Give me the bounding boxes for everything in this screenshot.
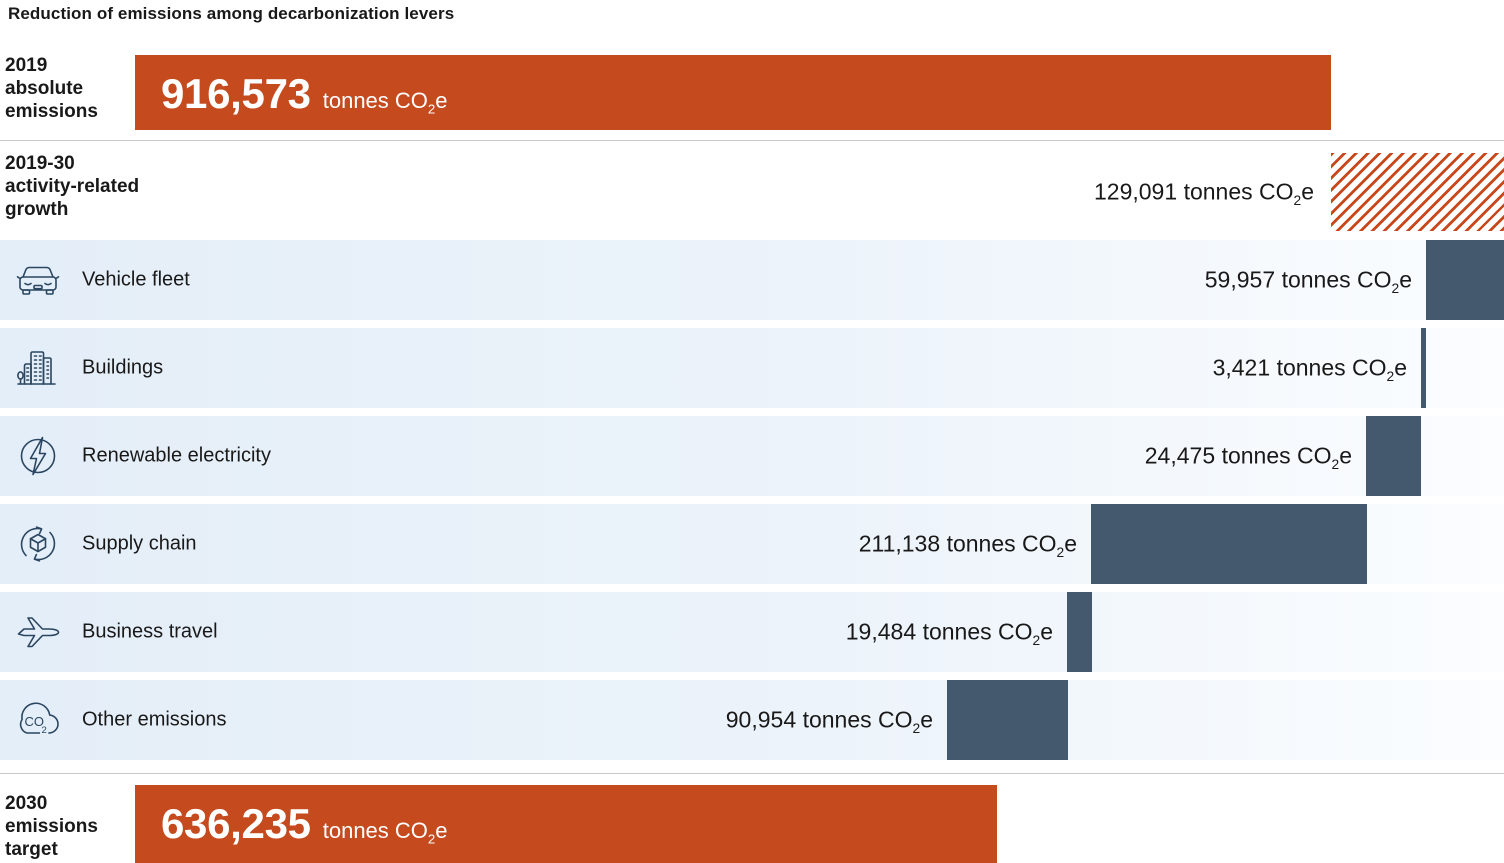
lever-label: Buildings: [82, 356, 164, 379]
chart-title: Reduction of emissions among decarboniza…: [8, 4, 455, 23]
renewable-electricity-bar: [1366, 416, 1421, 496]
lever-value: 24,475 tonnes CO2e: [1144, 442, 1352, 473]
car-icon: [16, 266, 60, 295]
lever-row-other-emissions: CO 2 Other emissions 90,954 tonnes CO2e: [0, 680, 1504, 760]
lever-value: 59,957 tonnes CO2e: [1204, 266, 1412, 297]
lever-label: Business travel: [82, 620, 218, 643]
lever-value: 19,484 tonnes CO2e: [845, 618, 1053, 649]
lever-row-renewable-electricity: Renewable electricity 24,475 tonnes CO2e: [0, 416, 1504, 496]
buildings-bar: [1421, 328, 1426, 408]
business-travel-bar: [1067, 592, 1092, 672]
row-label-growth: 2019-30 activity-related growth: [5, 153, 140, 220]
supply-chain-bar: [1091, 504, 1367, 584]
unit-label: tonnes CO2e: [322, 818, 448, 847]
lever-value: 211,138 tonnes CO2e: [858, 530, 1077, 561]
value-2019-absolute: 916,573: [161, 70, 311, 117]
unit-label: tonnes CO2e: [322, 88, 448, 117]
lever-value: 3,421 tonnes CO2e: [1212, 354, 1407, 385]
other-emissions-bar: [947, 680, 1068, 760]
co2-cloud-icon: CO 2: [19, 702, 59, 738]
lever-row-supply-chain: Supply chain 211,138 tonnes CO2e: [0, 504, 1504, 584]
row-label-2019-absolute: 2019 absolute emissions: [5, 55, 98, 122]
lever-label: Vehicle fleet: [82, 268, 190, 291]
lever-row-business-travel: Business travel 19,484 tonnes CO2e: [0, 592, 1504, 672]
divider: [0, 140, 1504, 141]
lever-label: Other emissions: [82, 708, 227, 731]
buildings-icon: [17, 351, 56, 385]
divider: [0, 773, 1504, 774]
lever-row-vehicle-fleet: Vehicle fleet 59,957 tonnes CO2e: [0, 240, 1504, 320]
value-growth: 129,091 tonnes CO2e: [1093, 178, 1314, 209]
svg-text:CO: CO: [25, 714, 45, 729]
unit-label: tonnes CO2e: [1183, 178, 1314, 209]
lever-label: Renewable electricity: [82, 444, 271, 467]
vehicle-fleet-bar: [1426, 240, 1504, 320]
plane-icon: [17, 617, 60, 648]
bar-2030-target: 636,235 tonnes CO2e: [135, 785, 997, 863]
lever-value: 90,954 tonnes CO2e: [725, 706, 933, 737]
supply-chain-icon: [20, 526, 56, 562]
bar-2019-absolute: 916,573 tonnes CO2e: [135, 55, 1331, 130]
lever-row-buildings: Buildings 3,421 tonnes CO2e: [0, 328, 1504, 408]
value-2030-target: 636,235: [161, 800, 311, 847]
row-label-2030-target: 2030 emissions target: [5, 793, 98, 860]
bar-growth-hatched: [1331, 153, 1504, 231]
lever-label: Supply chain: [82, 532, 197, 555]
svg-text:2: 2: [42, 725, 47, 736]
lightning-icon: [20, 436, 56, 476]
